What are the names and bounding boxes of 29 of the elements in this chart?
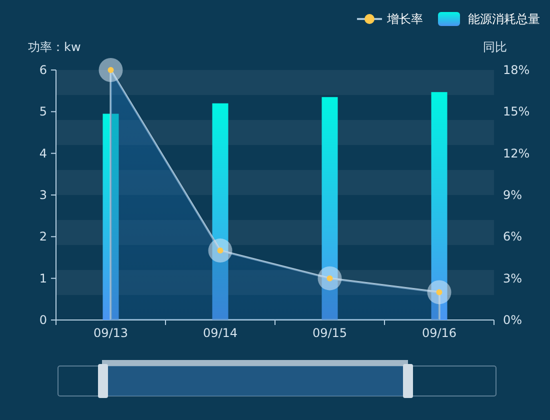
bar [431,92,448,320]
y-tick-label: 0 [39,313,47,327]
point [98,58,123,82]
y2-tick-label: 9% [503,188,522,202]
y2-tick-label: 3% [503,271,522,286]
y2-tick-label: 15% [503,104,530,119]
point [427,280,452,304]
y2-tick-label: 6% [503,230,522,244]
y-tick-label: 2 [39,230,47,244]
x-tick-label: 09/16 [422,326,457,340]
x-tick-label: 09/14 [202,326,238,340]
y2-tick-label: 0% [503,313,522,327]
legend-label: 能源消耗总量 [468,12,540,26]
y2-axis-title: 同比 [483,40,507,54]
y-tick-label: 4 [39,146,47,160]
x-tick-label: 09/13 [93,326,128,340]
y2-tick-label: 18% [503,63,530,77]
y-axis-title: 功率：kw [28,40,81,54]
y-tick-label: 6 [39,63,47,77]
legend-label: 增长率 [386,12,423,26]
bar [322,97,338,320]
y2-tick-label: 12% [503,146,530,160]
y-tick-label: 1 [39,271,47,286]
point [208,238,232,263]
bar [212,103,228,320]
point [318,266,342,290]
y-tick-label: 5 [39,104,47,119]
y-tick-label: 3 [39,188,47,202]
x-tick-label: 09/15 [312,326,348,340]
